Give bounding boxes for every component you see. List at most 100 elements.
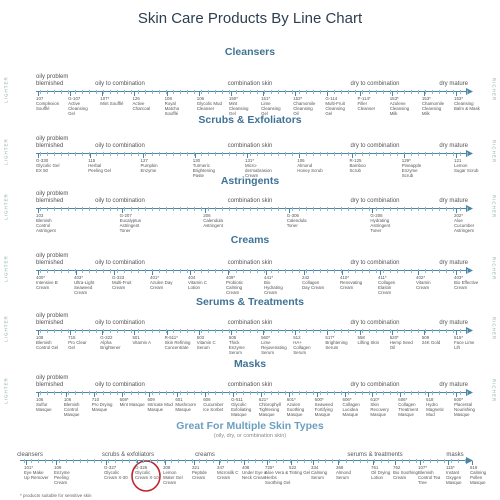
axis-tick <box>129 458 130 463</box>
product: 621* Chlorophyll Tightening Masque <box>259 397 285 418</box>
product-tick <box>327 331 329 335</box>
product-tick <box>342 271 343 275</box>
product-tick <box>38 154 39 158</box>
product: 520* Hemp Seed Oil <box>390 335 416 351</box>
axis-tick <box>222 390 223 395</box>
product-tick <box>38 92 39 96</box>
axis-tick <box>47 390 48 395</box>
product: R-125 Bamboo Scrub <box>350 158 376 174</box>
product-name: Sulfur Masque <box>36 401 52 412</box>
product-tick <box>38 393 39 397</box>
axis-tick <box>96 151 97 156</box>
product-name: Lime Cleansing Gel <box>261 100 281 116</box>
section-title: Cleansers <box>224 46 276 58</box>
product: 107* Mint Soufflé <box>100 96 126 107</box>
axis-tick <box>348 89 349 94</box>
product-tick <box>288 209 290 213</box>
product-name: Instant Oxygen Masque <box>446 469 462 485</box>
product-name: Chamomile Cleansing Oil <box>293 100 316 116</box>
axis-tick <box>122 458 123 463</box>
product-tick <box>351 154 353 158</box>
category-label: creams <box>195 451 215 458</box>
product-code: 560* <box>261 335 271 340</box>
product: 242 Collagen Day Cream <box>302 275 328 291</box>
axis-tick <box>243 151 244 156</box>
product: 403* Bio Effective Cream <box>454 275 480 291</box>
axis-tick <box>208 89 209 94</box>
product-name: 24K Gold <box>421 339 441 345</box>
product-code: 515* <box>454 335 464 340</box>
axis-tick <box>341 206 342 211</box>
product: 130 Turmeric Brightening Paste <box>193 158 219 179</box>
product-tick <box>38 331 39 335</box>
axis-tick <box>411 89 412 94</box>
product-name: Renovating Cream <box>340 279 363 290</box>
product-tick <box>230 92 232 96</box>
product-tick <box>38 209 39 213</box>
axis-tick <box>369 89 370 94</box>
axis-tick <box>243 206 244 211</box>
axis-tick <box>24 458 25 463</box>
axis-tick <box>75 268 76 273</box>
product: 402* Vitamin Cream <box>416 275 442 291</box>
product-name: Tinting Gel <box>289 469 311 475</box>
axis-tick <box>376 151 377 156</box>
axis-tick <box>264 328 265 333</box>
product-name: Bio Soothing Cream <box>393 469 418 480</box>
product: 106 Sulfur Masque <box>36 397 62 413</box>
product-tick <box>373 461 374 465</box>
axis-tick <box>103 89 104 94</box>
axis-tick <box>82 328 83 333</box>
product-name: Glycolic Cream X-30 <box>104 469 128 480</box>
product-code: 606* <box>342 397 352 402</box>
axis-tick <box>334 206 335 211</box>
product-code: 126 <box>132 96 140 101</box>
product-name: Micro-dermabrasion Cream <box>245 162 272 178</box>
product-tick <box>372 393 374 397</box>
axis-tick <box>208 328 209 333</box>
product: 411* Collagen Elastin Cream <box>378 275 404 296</box>
product-code: 401* <box>150 275 160 280</box>
axis-tick <box>453 390 454 395</box>
axis-tick <box>369 390 370 395</box>
product-tick <box>102 331 104 335</box>
axis-tick <box>173 206 174 211</box>
axis-tick <box>320 390 321 395</box>
axis-tick <box>418 390 419 395</box>
axis-tick <box>292 89 293 94</box>
category-label: serums & treatments <box>347 451 403 458</box>
axis-tick <box>194 151 195 156</box>
axis-tick <box>229 390 230 395</box>
product-tick <box>121 209 123 213</box>
axis-tick <box>47 268 48 273</box>
product-code: 600* <box>314 397 324 402</box>
product-tick <box>456 92 457 96</box>
product-name: Lemon Sugar Scrub <box>454 162 479 173</box>
product-name: Intricate Mud Masque <box>147 401 173 412</box>
axis-tick <box>108 458 109 463</box>
axis-tick <box>159 268 160 273</box>
product-name: Calming Serum <box>311 469 328 480</box>
axis-tick <box>66 458 67 463</box>
product-tick <box>230 331 232 335</box>
product-tick <box>194 154 196 158</box>
product-code: 129* <box>401 158 411 163</box>
product-code: 107* <box>100 96 110 101</box>
axis-tick <box>89 328 90 333</box>
product: G-322 Alpha Brightener <box>100 335 126 351</box>
axis-tick <box>383 390 384 395</box>
axis-tick <box>187 151 188 156</box>
axis-tick <box>390 151 391 156</box>
product-code: 150* <box>228 96 238 101</box>
axis-tick <box>299 89 300 94</box>
axis-tick <box>264 390 265 395</box>
product-code: 404 <box>188 275 196 280</box>
axis-tick <box>397 206 398 211</box>
axis-tick <box>40 390 41 395</box>
product: G-206 Hydrating Astringent Toner <box>370 213 396 234</box>
multi-title: Great For Multiple Skin Types <box>176 420 324 432</box>
axis-tick <box>159 151 160 156</box>
axis-tick <box>348 328 349 333</box>
axis-tick <box>432 328 433 333</box>
axis-tick <box>194 390 195 395</box>
